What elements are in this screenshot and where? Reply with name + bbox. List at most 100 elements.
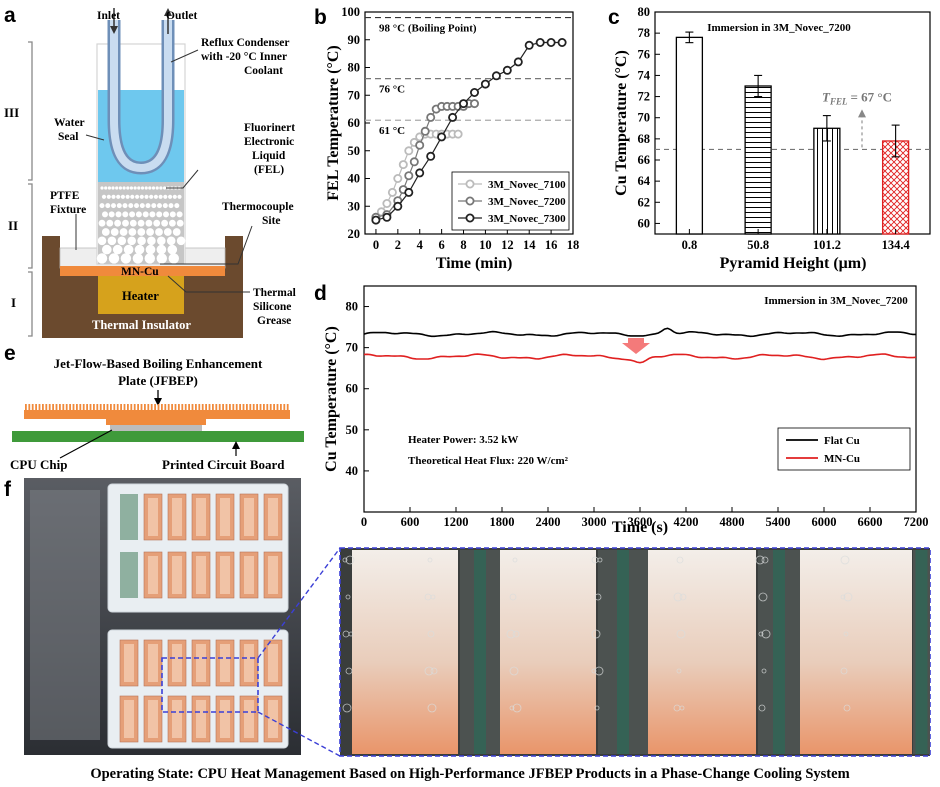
jfbep-fin: [55, 404, 58, 411]
jfbep-fin: [48, 404, 51, 411]
chart-b-point: [524, 40, 534, 50]
chart-d-series: [363, 327, 917, 364]
chart-c-ytick-label: 60: [638, 216, 651, 230]
bubble: [145, 203, 151, 209]
chart-c-ref-label: TFEL = 67 °C: [822, 89, 892, 106]
chart-d: Immersion in 3M_Novec_7200 0 600 1200 1800 2…: [323, 285, 929, 536]
chart-d-xtick-label: 2400: [536, 515, 561, 529]
boiling-bubble: [676, 668, 682, 674]
chart-b-ytick-label: 70: [348, 88, 361, 102]
rack-board-highlight: [268, 556, 278, 594]
bubble: [163, 186, 167, 190]
chart-c-ytick-label: 66: [638, 153, 651, 167]
chart-c-xtick-label: 0.8: [682, 238, 698, 252]
bubble: [161, 219, 169, 227]
chart-b-ylabel: FEL Temperature (°C): [325, 45, 342, 200]
boiling-bubble: [427, 703, 437, 713]
jfbep-fin: [127, 404, 129, 411]
jfbep-fin: [59, 404, 61, 411]
panel-label-a: a: [4, 4, 16, 27]
zone-label-i: I: [11, 295, 16, 310]
bubble: [145, 244, 156, 255]
boiling-plate: [800, 550, 912, 754]
chart-b-ytick-label: 50: [348, 144, 361, 158]
chart-c-xtick-label: 134.4: [882, 238, 911, 252]
chart-d-ytick-label: 70: [346, 341, 359, 355]
bubble: [168, 203, 174, 209]
bubble: [97, 236, 107, 246]
boiling-bubble: [345, 594, 351, 600]
chart-b-point: [469, 99, 479, 109]
boiling-bubble: [758, 631, 764, 637]
chart-d-annotation-flux: Theoretical Heat Flux: 220 W/cm²: [408, 455, 569, 467]
label-water-seal-1: Water: [54, 117, 85, 129]
jfbep-fin: [157, 404, 160, 411]
boiling-gap-board: [915, 550, 928, 754]
jfbep-fin: [93, 404, 95, 411]
bubble: [115, 211, 122, 218]
bubble: [114, 219, 121, 227]
fel-bubbles: [96, 186, 186, 264]
chart-d-ticks: 0 600 1200 1800 2400 3000 3600 4200 4800 5400 6000…: [346, 300, 929, 529]
chart-b-point: [426, 151, 436, 161]
chart-c-ytick-label: 72: [638, 90, 651, 104]
zone-bracket-i: [28, 271, 33, 337]
jfbep-boss: [106, 419, 206, 425]
mncu-plate: [60, 266, 225, 276]
label-ptfe-2: Fixture: [50, 204, 86, 216]
chart-d-xtick-label: 3600: [628, 515, 653, 529]
chart-b-xtick-label: 14: [523, 238, 536, 252]
rack-board-highlight: [148, 700, 158, 738]
panel-e-schematic: Jet-Flow-Based Boiling Enhancement Plate…: [10, 356, 304, 472]
panel-f-photo-rack: [24, 478, 341, 757]
rack-board-highlight: [244, 700, 254, 738]
jfbep-fin: [178, 404, 180, 411]
jfbep-fin: [116, 404, 119, 411]
bubble: [155, 228, 163, 236]
boiling-bubble: [843, 704, 851, 712]
chart-c-ytick-label: 74: [638, 68, 651, 82]
jfbep-fin: [167, 404, 170, 411]
jfbep-fin: [273, 404, 275, 411]
label-water-seal-2: Seal: [58, 131, 78, 143]
boiling-bubble: [430, 667, 438, 675]
rack-board-highlight: [196, 556, 206, 594]
pcb-arrowhead: [232, 441, 240, 449]
bubble: [119, 228, 128, 236]
chart-b-series: [371, 38, 567, 225]
rack-board-highlight: [220, 556, 230, 594]
cpu-chip: [110, 425, 202, 431]
boiling-plate: [352, 550, 458, 754]
chart-d-ytick-label: 60: [346, 382, 359, 396]
label-ptfe-1: PTFE: [50, 190, 80, 202]
jfbep-fin: [62, 404, 65, 411]
chart-b-xtick-label: 12: [501, 238, 514, 252]
bubble: [139, 203, 145, 209]
boiling-bubble: [512, 630, 520, 638]
bubble: [122, 219, 129, 227]
jfbep-fin: [232, 404, 235, 411]
zone-label-ii: II: [8, 218, 18, 233]
chart-b-ytick-label: 80: [348, 61, 361, 75]
chart-b-point: [387, 187, 397, 197]
chart-c-ytick-label: 76: [638, 47, 651, 61]
jfbep-fin: [195, 404, 197, 411]
label-cpu-chip: CPU Chip: [10, 457, 67, 472]
bubble: [130, 194, 135, 199]
bubble: [172, 228, 181, 236]
leader-thermocouple: [160, 225, 253, 265]
bubble: [144, 253, 155, 264]
leader-water-seal: [85, 134, 105, 141]
bubble: [134, 244, 145, 255]
bubble: [126, 186, 130, 190]
zoom-lines: [257, 547, 341, 757]
chart-b-ref-label: 98 °C (Boiling Point): [379, 23, 477, 35]
chart-b-legend-label: 3M_Novec_7300: [488, 213, 566, 225]
boiling-bubble: [591, 668, 597, 674]
label-fel-3: Liquid: [252, 150, 286, 162]
chart-d-series-line: [363, 353, 917, 364]
chart-b-point: [404, 187, 414, 197]
jfbep-fin: [130, 404, 133, 411]
jfbep-fin: [103, 404, 105, 411]
bubble: [169, 219, 176, 227]
